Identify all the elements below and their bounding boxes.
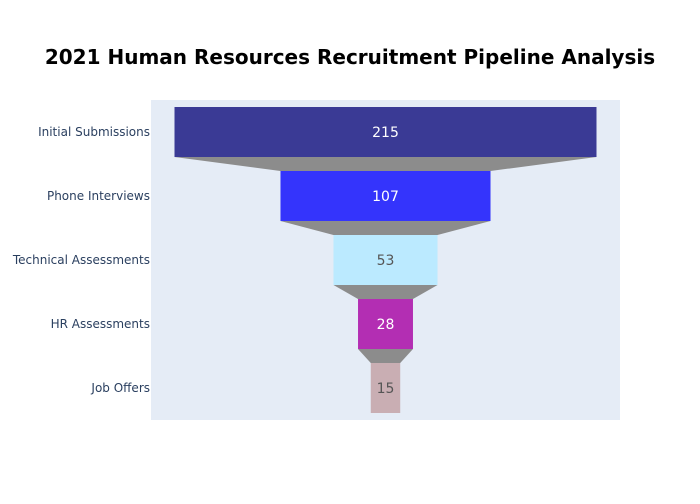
funnel-bar[interactable] <box>358 299 413 349</box>
category-label: Phone Interviews <box>47 189 150 203</box>
funnel-connectors <box>174 157 597 363</box>
category-label: Technical Assessments <box>12 253 150 267</box>
funnel-bar[interactable] <box>333 235 438 285</box>
funnel-bar[interactable] <box>174 107 597 157</box>
value-label: 107 <box>372 189 399 205</box>
funnel-bar[interactable] <box>370 363 401 413</box>
funnel-connector <box>333 285 438 299</box>
funnel-connector <box>174 157 597 171</box>
funnel-bar[interactable] <box>280 171 491 221</box>
value-label: 15 <box>377 381 395 397</box>
funnel-connector <box>358 349 413 363</box>
value-label: 28 <box>377 317 395 333</box>
chart-title: 2021 Human Resources Recruitment Pipelin… <box>45 45 655 69</box>
category-label: HR Assessments <box>51 317 150 331</box>
funnel-bars <box>174 107 597 413</box>
value-labels: 215 107 53 28 15 <box>372 125 399 397</box>
value-label: 215 <box>372 125 399 141</box>
category-label: Initial Submissions <box>38 125 150 139</box>
category-label: Job Offers <box>90 381 150 395</box>
category-labels: Initial Submissions Phone Interviews Techn… <box>12 125 150 395</box>
funnel-connector <box>280 221 491 235</box>
value-label: 53 <box>377 253 395 269</box>
